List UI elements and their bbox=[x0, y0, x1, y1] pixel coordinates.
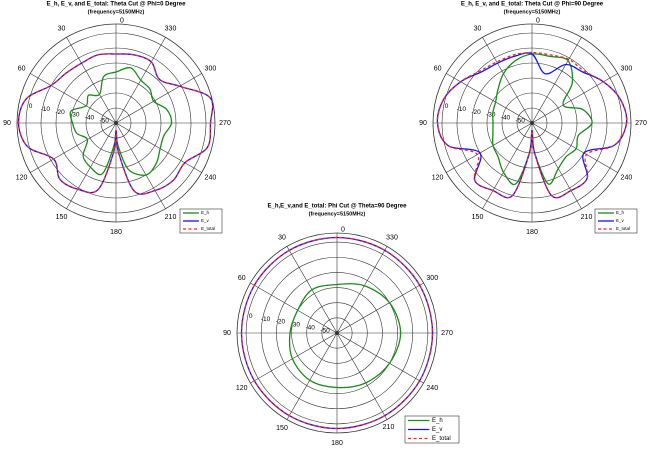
chart-subtitle: (frequency=5150MHz) bbox=[504, 9, 561, 15]
legend-label: E_v bbox=[432, 427, 442, 433]
legend-label: E_v bbox=[201, 218, 210, 223]
radial-tick-label: -10 bbox=[457, 106, 467, 113]
radial-tick-label: -30 bbox=[70, 112, 80, 119]
radial-tick-label: -40 bbox=[305, 325, 315, 332]
legend-label: E_h bbox=[201, 210, 210, 215]
angle-tick-label: 270 bbox=[635, 120, 647, 127]
angle-tick-label: 30 bbox=[58, 25, 66, 32]
legend: E_h E_v E_total bbox=[594, 208, 638, 234]
radial-tick-label: -10 bbox=[41, 106, 51, 113]
chart-subtitle: (frequency=5150MHz) bbox=[309, 211, 366, 217]
radial-tick-label: -20 bbox=[276, 319, 286, 326]
angle-tick-label: 330 bbox=[386, 235, 398, 242]
center-dot bbox=[530, 121, 534, 125]
angle-tick-label: 60 bbox=[434, 65, 442, 72]
angle-tick-label: 30 bbox=[474, 25, 482, 32]
legend-label: E_total bbox=[432, 436, 451, 442]
angle-tick-label: 120 bbox=[432, 174, 444, 181]
chart-title: E_h, E_v, and E_total: Theta Cut @ Phi=0… bbox=[47, 2, 187, 8]
angle-tick-label: 0 bbox=[120, 17, 124, 24]
center-dot bbox=[335, 331, 339, 335]
angle-tick-label: 150 bbox=[472, 214, 484, 221]
angle-tick-label: 330 bbox=[581, 25, 593, 32]
center-dot bbox=[114, 121, 118, 125]
angle-tick-label: 240 bbox=[205, 174, 217, 181]
radial-tick-label: -40 bbox=[501, 115, 511, 122]
angle-tick-label: 180 bbox=[331, 440, 343, 447]
angle-tick-label: 60 bbox=[18, 65, 26, 72]
series-line-e-total bbox=[436, 51, 628, 199]
radial-tick-label: -20 bbox=[471, 109, 481, 116]
angle-tick-label: 0 bbox=[536, 17, 540, 24]
radial-tick-label: -10 bbox=[261, 316, 271, 323]
series-line-e-total bbox=[17, 53, 214, 195]
angle-tick-label: 270 bbox=[441, 330, 453, 337]
angle-tick-label: 210 bbox=[581, 214, 593, 221]
chart-title: E_h,E_v,and E_total: Phi Cut @ Theta=90 … bbox=[268, 204, 408, 210]
radial-tick-label: -20 bbox=[55, 109, 65, 116]
chart-subtitle: (frequency=5150MHz) bbox=[88, 9, 145, 15]
angle-tick-label: 210 bbox=[165, 214, 177, 221]
angle-tick-label: 60 bbox=[238, 275, 246, 282]
angle-tick-label: 90 bbox=[419, 120, 427, 127]
polar-chart-3: E_h,E_v,and E_total: Phi Cut @ Theta=90 … bbox=[223, 204, 460, 447]
legend: E_h E_v E_total bbox=[179, 208, 223, 234]
angle-tick-label: 120 bbox=[236, 385, 248, 392]
radial-tick-label: 0 bbox=[249, 313, 253, 320]
legend-label: E_h bbox=[616, 210, 625, 215]
angle-tick-label: 300 bbox=[426, 275, 438, 282]
radial-tick-label: -50 bbox=[516, 117, 526, 124]
angle-tick-label: 30 bbox=[278, 235, 286, 242]
angle-tick-label: 210 bbox=[383, 424, 395, 431]
angle-tick-label: 330 bbox=[165, 25, 177, 32]
radial-tick-label: 0 bbox=[445, 103, 449, 110]
angle-tick-label: 150 bbox=[276, 425, 288, 432]
radial-tick-label: 0 bbox=[29, 103, 33, 110]
chart-title: E_h, E_v, and E_total: Theta Cut @ Phi=9… bbox=[461, 2, 604, 8]
legend-label: E_h bbox=[432, 418, 443, 424]
radial-tick-label: -30 bbox=[486, 112, 496, 119]
angle-tick-label: 150 bbox=[56, 214, 68, 221]
angle-tick-label: 270 bbox=[219, 120, 231, 127]
angle-tick-label: 300 bbox=[621, 65, 633, 72]
radial-tick-label: -40 bbox=[85, 115, 95, 122]
legend-label: E_total bbox=[201, 226, 215, 231]
radial-tick-label: -50 bbox=[100, 117, 110, 124]
polar-chart-1: E_h, E_v, and E_total: Theta Cut @ Phi=0… bbox=[3, 2, 231, 236]
series-line-e-h bbox=[288, 283, 402, 389]
angle-tick-label: 0 bbox=[341, 226, 345, 233]
polar-chart-2: E_h, E_v, and E_total: Theta Cut @ Phi=9… bbox=[419, 2, 647, 236]
radial-tick-label: -30 bbox=[291, 322, 301, 329]
angle-tick-label: 300 bbox=[205, 65, 217, 72]
angle-tick-label: 90 bbox=[3, 120, 11, 127]
angle-tick-label: 240 bbox=[621, 174, 633, 181]
legend-label: E_v bbox=[616, 218, 625, 223]
angle-tick-label: 90 bbox=[223, 330, 231, 337]
series-line-e-total bbox=[240, 236, 434, 430]
angle-tick-label: 180 bbox=[526, 229, 538, 236]
radial-tick-label: -50 bbox=[320, 327, 330, 334]
angle-tick-label: 120 bbox=[16, 174, 28, 181]
legend-label: E_total bbox=[616, 226, 630, 231]
angle-tick-label: 240 bbox=[426, 385, 438, 392]
angle-tick-label: 180 bbox=[110, 229, 122, 236]
legend: E_h E_v E_total bbox=[404, 415, 460, 444]
